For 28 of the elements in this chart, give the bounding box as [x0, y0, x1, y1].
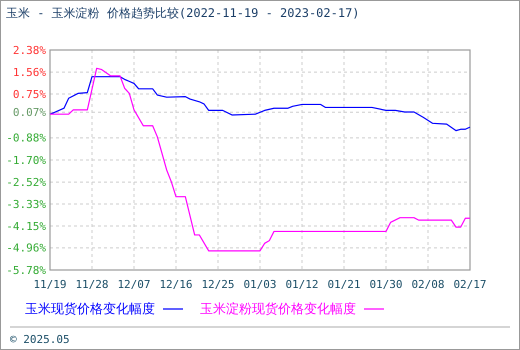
legend-label: 玉米现货价格变化幅度 — [25, 301, 155, 317]
y-tick-label: -0.88% — [6, 132, 46, 145]
y-tick-label: 1.56% — [12, 66, 46, 79]
legend-label: 玉米淀粉现货价格变化幅度 — [200, 301, 356, 317]
chart-title: 玉米 - 玉米淀粉 价格趋势比较(2022-11-19 - 2023-02-17) — [6, 6, 360, 20]
x-tick-label: 02/08 — [411, 278, 445, 291]
x-tick-label: 12/16 — [159, 278, 193, 291]
x-tick-label: 12/25 — [201, 278, 235, 291]
x-tick-label: 11/28 — [75, 278, 109, 291]
line-series — [49, 68, 471, 252]
y-tick-label: 2.38% — [12, 44, 46, 57]
text: © 2025.05 — [10, 333, 70, 346]
y-tick-label: 0.75% — [12, 88, 46, 101]
x-tick-label: 01/03 — [243, 278, 277, 291]
x-tick-label: 02/17 — [453, 278, 487, 291]
x-tick-label: 01/30 — [369, 278, 403, 291]
y-tick-label: -5.78% — [6, 264, 46, 277]
y-tick-label: -4.96% — [6, 242, 46, 255]
y-tick-label: -2.52% — [6, 176, 46, 189]
x-tick-label: 01/21 — [327, 278, 361, 291]
y-tick-label: -3.33% — [6, 198, 46, 211]
line-series — [49, 76, 471, 132]
x-tick-label: 11/19 — [33, 278, 67, 291]
x-tick-label: 12/07 — [117, 278, 151, 291]
y-tick-label: -4.15% — [6, 220, 46, 233]
y-tick-label: -1.70% — [6, 154, 46, 167]
x-tick-label: 01/12 — [285, 278, 319, 291]
y-tick-label: 0.07% — [12, 106, 46, 120]
